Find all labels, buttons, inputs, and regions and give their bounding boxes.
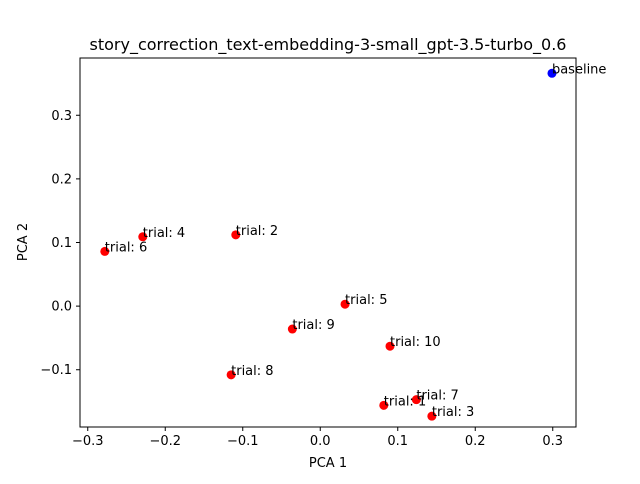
data-point xyxy=(138,232,148,242)
data-point-label: trial: 1 xyxy=(384,394,426,409)
y-tick-label: 0.3 xyxy=(51,109,72,124)
x-tick-label: 0.2 xyxy=(465,434,486,449)
x-axis-label: PCA 1 xyxy=(309,456,347,471)
point-labels: baseline trial: 4 trial: 2 trial: 6 trial: 5… xyxy=(105,62,607,420)
data-point xyxy=(547,68,557,78)
data-point xyxy=(411,395,421,405)
data-point-label: trial: 3 xyxy=(432,405,474,420)
data-point-label: trial: 6 xyxy=(105,240,147,255)
data-point xyxy=(226,370,236,380)
x-axis-ticks: −0.3 −0.2 −0.1 0.0 0.1 0.2 0.3 xyxy=(72,427,563,449)
data-point-label: baseline xyxy=(552,62,606,77)
data-points xyxy=(100,68,557,421)
chart-title: story_correction_text-embedding-3-small_… xyxy=(90,35,567,55)
x-tick-label: 0.0 xyxy=(310,434,331,449)
y-tick-label: 0.0 xyxy=(51,300,72,315)
data-point-label: trial: 8 xyxy=(231,364,273,379)
y-tick-label: 0.2 xyxy=(51,172,72,187)
data-point-label: trial: 5 xyxy=(345,293,387,308)
plot-area-frame xyxy=(79,57,577,428)
data-point-label: trial: 2 xyxy=(236,224,278,239)
data-point xyxy=(379,400,389,410)
data-point-label: trial: 4 xyxy=(143,226,185,241)
data-point xyxy=(231,230,241,240)
x-tick-label: −0.1 xyxy=(227,434,259,449)
data-point-label: trial: 9 xyxy=(292,318,334,333)
y-tick-label: 0.1 xyxy=(51,236,72,251)
data-point xyxy=(385,341,395,351)
data-point xyxy=(427,411,437,421)
x-tick-label: −0.3 xyxy=(72,434,104,449)
x-tick-label: 0.3 xyxy=(542,434,563,449)
y-tick-label: −0.1 xyxy=(40,363,72,378)
data-point xyxy=(287,324,297,334)
x-tick-label: −0.2 xyxy=(149,434,181,449)
y-axis-ticks: −0.1 0.0 0.1 0.2 0.3 xyxy=(40,109,80,378)
data-point-label: trial: 10 xyxy=(390,335,441,350)
x-tick-label: 0.1 xyxy=(387,434,408,449)
y-axis-label: PCA 2 xyxy=(16,223,31,261)
data-point xyxy=(100,246,110,256)
data-point-label: trial: 7 xyxy=(416,389,458,404)
data-point xyxy=(340,299,350,309)
